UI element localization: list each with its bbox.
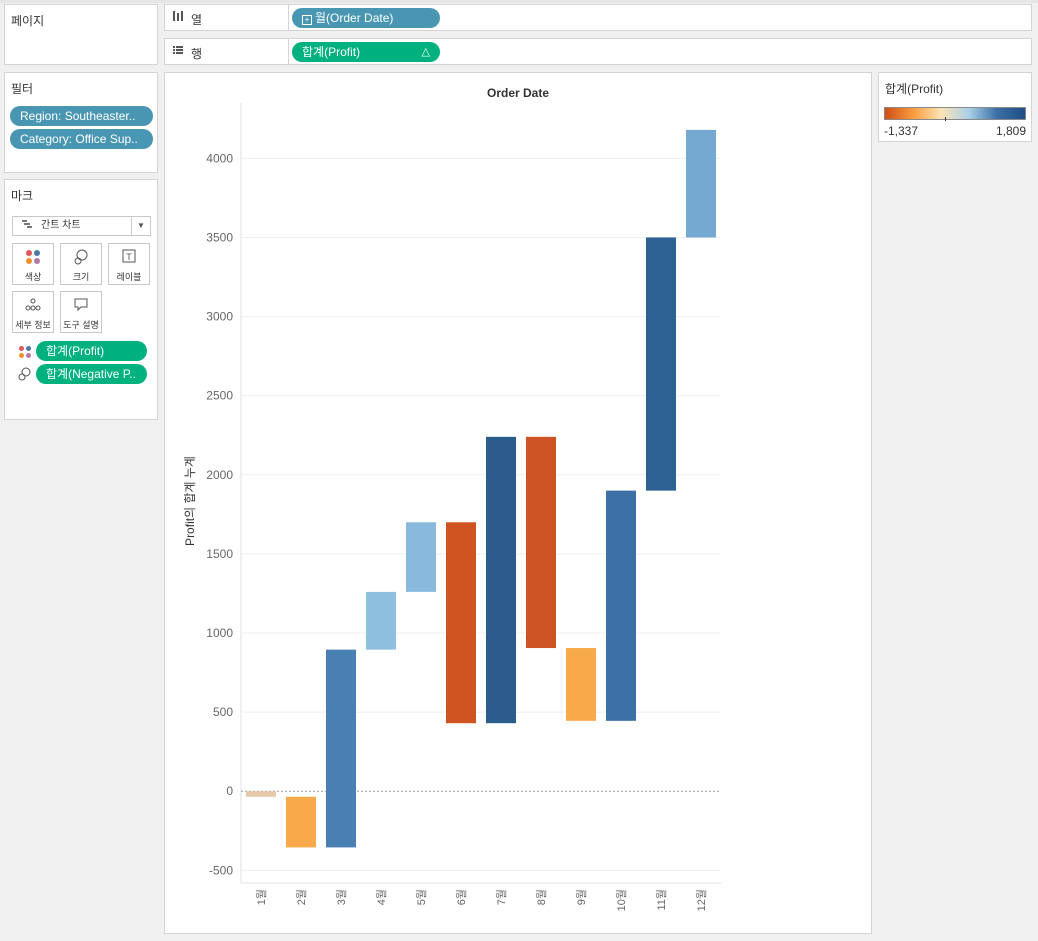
x-tick-label: 8월 [535, 889, 548, 905]
tooltip-icon [61, 297, 101, 313]
filter-category[interactable]: Category: Office Sup.. [10, 129, 153, 149]
legend-min-label: -1,337 [884, 124, 919, 138]
chevron-down-icon[interactable]: ▼ [131, 217, 150, 235]
chart-title: Order Date [486, 86, 550, 100]
x-tick-label: 12월 [695, 889, 708, 911]
toolbar-edge [0, 0, 1038, 3]
y-tick-label: 0 [226, 784, 233, 798]
rows-pill-profit[interactable]: 합계(Profit) △ [292, 42, 440, 62]
legend-panel[interactable]: 합계(Profit) -1,337 1,809 [878, 72, 1032, 142]
x-tick-label: 2월 [295, 889, 308, 905]
x-tick-label: 3월 [335, 889, 348, 905]
bar-1월 [246, 791, 276, 797]
rows-shelf-label: 행 [165, 39, 289, 64]
size-icon [61, 249, 101, 265]
x-tick-label: 7월 [495, 889, 508, 905]
detail-icon [13, 297, 53, 313]
columns-icon [172, 10, 184, 25]
marks-field-profit[interactable]: 합계(Profit) [36, 341, 147, 361]
size-field-icon [18, 367, 32, 386]
svg-text:T: T [126, 252, 132, 262]
columns-label: 열 [191, 13, 203, 27]
legend-zero-tick [945, 117, 946, 121]
y-tick-label: 2500 [206, 389, 233, 403]
pages-title: 페이지 [11, 14, 45, 28]
delta-icon: △ [421, 46, 430, 58]
color-label: 색상 [24, 272, 42, 282]
tooltip-label: 도구 설명 [63, 320, 99, 330]
y-axis-label: Profit의 합계 누계 [183, 456, 197, 546]
size-label: 크기 [72, 272, 90, 282]
tooltip-button[interactable]: 도구 설명 [60, 291, 102, 333]
legend-max-label: 1,809 [995, 124, 1026, 138]
detail-button[interactable]: 세부 정보 [12, 291, 54, 333]
color-icon [13, 249, 53, 265]
color-button[interactable]: 색상 [12, 243, 54, 285]
x-tick-label: 5월 [415, 889, 428, 905]
bar-2월 [286, 796, 316, 848]
filter-region[interactable]: Region: Southeaster.. [10, 106, 153, 126]
columns-pill-label: 월(Order Date) [315, 11, 394, 25]
rows-label: 행 [191, 47, 203, 61]
label-button[interactable]: T 레이블 [108, 243, 150, 285]
legend-title: 합계(Profit) [885, 82, 944, 96]
filters-panel[interactable]: 필터 Region: Southeaster.. Category: Offic… [4, 72, 158, 173]
bar-8월 [526, 436, 556, 649]
y-tick-label: 1500 [206, 547, 233, 561]
y-tick-label: 2000 [206, 468, 233, 482]
y-tick-label: 1000 [206, 626, 233, 640]
y-tick-label: 4000 [206, 151, 233, 165]
rows-pill-label: 합계(Profit) [302, 45, 361, 59]
y-tick-label: 3000 [206, 310, 233, 324]
filters-title: 필터 [11, 82, 34, 96]
chart-panel: Order Date 4000 3500 3000 2500 2000 1500 1000 5… [164, 72, 872, 934]
x-tick-label: 6월 [455, 889, 468, 905]
y-tick-label: 500 [213, 705, 233, 719]
chart-svg: 4000 3500 3000 2500 2000 1500 1000 500 0 -500 Prof… [183, 103, 721, 911]
color-field-icon [18, 345, 32, 364]
expand-icon: + [302, 15, 312, 25]
columns-shelf-label: 열 [165, 5, 289, 30]
detail-label: 세부 정보 [15, 320, 51, 330]
bar-7월 [486, 436, 516, 724]
mark-type-label: 간트 차트 [41, 220, 81, 231]
columns-pill-order-date[interactable]: + 월(Order Date) [292, 8, 440, 28]
x-tick-label: 10월 [615, 889, 628, 911]
text-icon: T [109, 249, 149, 265]
bar-12월 [686, 129, 716, 238]
bar-10월 [606, 490, 636, 721]
x-tick-label: 1월 [255, 889, 268, 905]
bar-5월 [406, 522, 436, 592]
bar-11월 [646, 237, 676, 491]
bar-9월 [566, 648, 596, 721]
marks-title: 마크 [11, 189, 34, 203]
bar-6월 [446, 522, 476, 724]
pages-panel[interactable]: 페이지 [4, 4, 158, 65]
marks-field-negative-profit[interactable]: 합계(Negative P.. [36, 364, 147, 384]
gantt-icon [21, 217, 33, 235]
x-tick-label: 4월 [375, 889, 388, 905]
y-tick-label: -500 [209, 863, 233, 877]
bar-3월 [326, 649, 356, 848]
label-label: 레이블 [116, 272, 142, 282]
x-tick-label: 9월 [575, 889, 588, 905]
size-button[interactable]: 크기 [60, 243, 102, 285]
columns-shelf[interactable]: 열 + 월(Order Date) [164, 4, 1032, 31]
y-tick-label: 3500 [206, 230, 233, 244]
marks-panel[interactable]: 마크 간트 차트 ▼ 색상 크기 T 레이블 세부 정보 도구 설명 [4, 179, 158, 420]
x-tick-label: 11월 [655, 889, 668, 911]
mark-type-dropdown[interactable]: 간트 차트 ▼ [12, 216, 151, 236]
rows-icon [172, 44, 184, 59]
bar-4월 [366, 591, 396, 650]
rows-shelf[interactable]: 행 합계(Profit) △ [164, 38, 1032, 65]
legend-gradient [884, 107, 1026, 121]
